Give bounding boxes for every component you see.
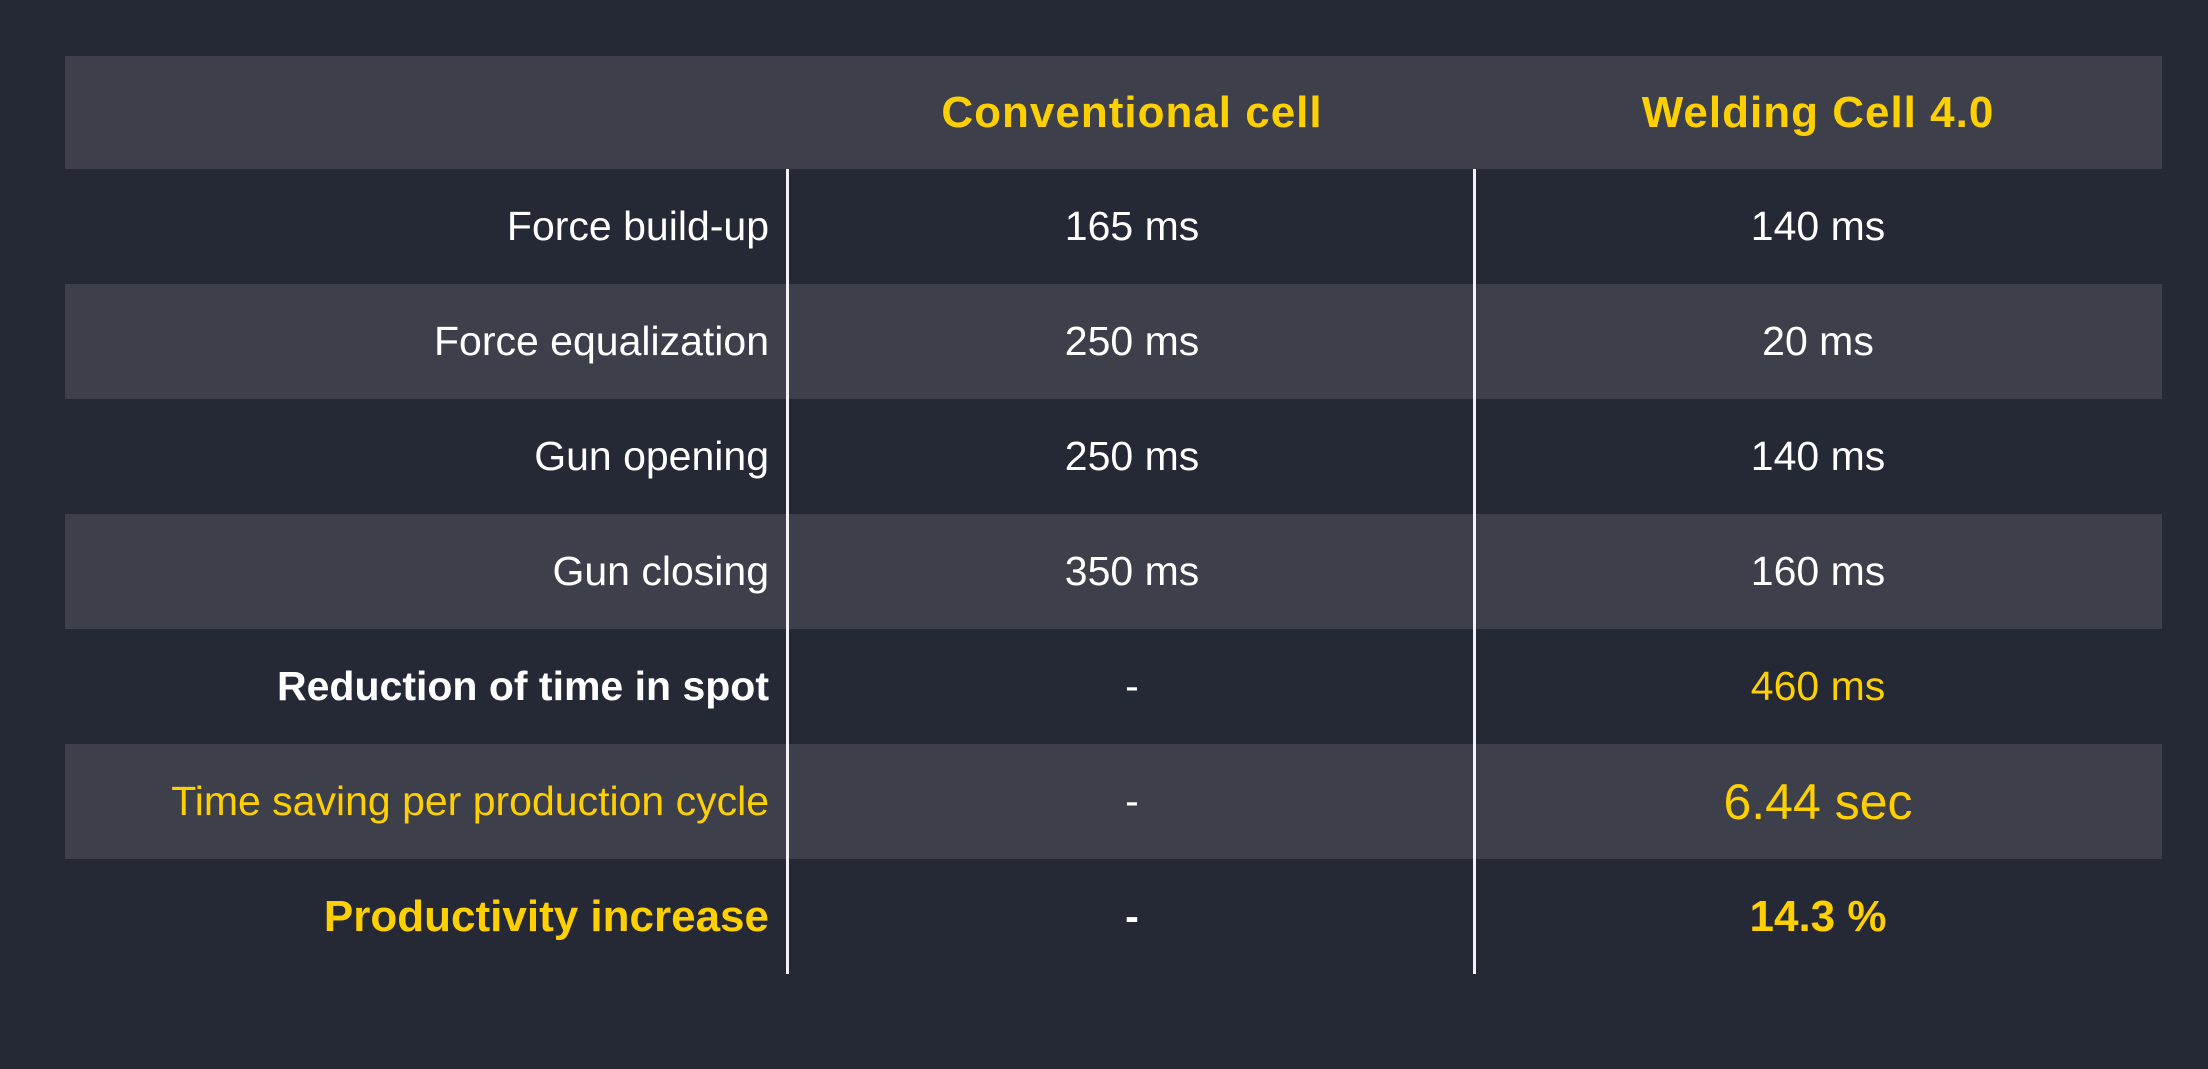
conventional-value: - xyxy=(1125,663,1139,709)
table-row: Productivity increase - 14.3 % xyxy=(65,859,2162,974)
row-label: Force build-up xyxy=(506,203,769,249)
table-row: Reduction of time in spot - 460 ms xyxy=(65,629,2162,744)
cell40-value: 140 ms xyxy=(1750,433,1886,479)
table-row: Gun opening 250 ms 140 ms xyxy=(65,399,2162,514)
conventional-value: 250 ms xyxy=(1064,318,1200,364)
conventional-value: 165 ms xyxy=(1064,203,1200,249)
header-conventional-cell: Conventional cell xyxy=(941,87,1323,137)
table-row: Force build-up 165 ms 140 ms xyxy=(65,169,2162,284)
cell40-value: 460 ms xyxy=(1750,663,1886,709)
cell40-value: 6.44 sec xyxy=(1723,773,1913,830)
cell40-value: 160 ms xyxy=(1750,548,1886,594)
cell40-value: 20 ms xyxy=(1762,318,1874,364)
conventional-value: - xyxy=(1125,893,1139,939)
cell40-value: 14.3 % xyxy=(1749,891,1887,941)
comparison-table: Conventional cell Welding Cell 4.0 Force… xyxy=(65,56,2162,974)
conventional-value: 250 ms xyxy=(1064,433,1200,479)
row-label: Reduction of time in spot xyxy=(277,663,769,709)
cell40-value: 140 ms xyxy=(1750,203,1886,249)
table-row: Time saving per production cycle - 6.44 … xyxy=(65,744,2162,859)
row-label: Force equalization xyxy=(433,318,769,364)
row-label: Time saving per production cycle xyxy=(171,778,769,824)
column-divider xyxy=(1473,169,1476,974)
row-label: Gun closing xyxy=(552,548,769,594)
row-label: Gun opening xyxy=(534,433,769,479)
header-welding-cell-4: Welding Cell 4.0 xyxy=(1641,87,1995,137)
conventional-value: - xyxy=(1125,778,1139,824)
column-divider xyxy=(786,169,789,974)
conventional-value: 350 ms xyxy=(1064,548,1200,594)
table-header: Conventional cell Welding Cell 4.0 xyxy=(65,56,2162,169)
row-label: Productivity increase xyxy=(323,891,769,941)
table-row: Gun closing 350 ms 160 ms xyxy=(65,514,2162,629)
table-row: Force equalization 250 ms 20 ms xyxy=(65,284,2162,399)
